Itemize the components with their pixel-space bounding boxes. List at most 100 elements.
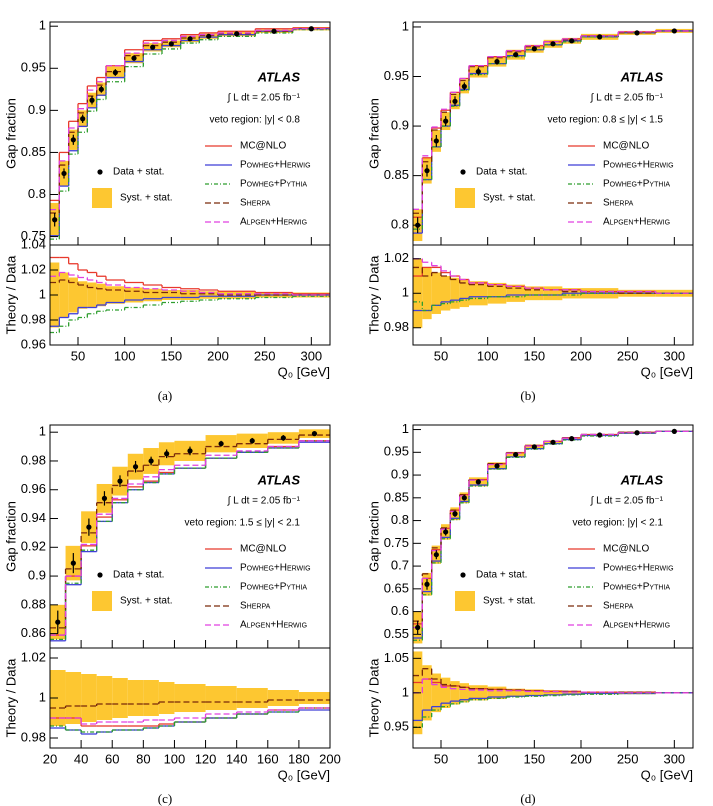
ratio-band	[562, 690, 581, 695]
ratio-band	[422, 665, 432, 721]
step-riser	[64, 700, 269, 708]
legend-label: Powheg+Pythia	[603, 179, 670, 190]
data-point	[187, 36, 193, 42]
data-point	[461, 495, 467, 501]
ratio-band	[143, 680, 159, 716]
y-tick-label: 1.05	[384, 650, 409, 665]
legend-label: Alpgen+Herwig	[603, 620, 670, 631]
y-tick-label: 0.9	[28, 568, 46, 583]
y-axis-label: Theory / Data	[3, 658, 18, 738]
data-point	[634, 30, 640, 36]
legend-label: Data + stat.	[476, 167, 527, 178]
data-point	[597, 34, 603, 40]
y-tick-label: 1.02	[384, 250, 409, 265]
y-tick-label: 0.6	[391, 603, 409, 618]
step-riser	[80, 708, 300, 724]
legend-marker	[97, 169, 103, 175]
ratio-band	[543, 690, 563, 696]
y-axis-label: Gap fraction	[366, 98, 381, 169]
data-point	[187, 448, 193, 454]
data-point	[569, 436, 575, 442]
y-tick-label: 0.7	[391, 558, 409, 573]
ratio-frame	[412, 647, 694, 749]
y-tick-label: 0.98	[21, 729, 46, 744]
ratio-band	[236, 688, 268, 708]
data-point	[531, 46, 537, 52]
ratio-band	[469, 281, 488, 306]
ratio-band	[68, 277, 78, 313]
y-tick-label: 0.8	[391, 217, 409, 232]
y-tick-label: 1	[39, 18, 46, 33]
data-point	[433, 138, 439, 144]
data-point	[132, 464, 139, 470]
x-tick-label: 60	[105, 751, 119, 766]
atlas-label: ATLAS	[620, 69, 664, 84]
y-tick-label: 0.95	[384, 444, 409, 459]
step-riser	[64, 440, 300, 636]
data-point	[61, 170, 67, 177]
data-point	[131, 55, 137, 61]
x-tick-label: 300	[300, 348, 322, 363]
data-point	[531, 444, 537, 450]
ratio-band	[441, 677, 451, 708]
x-tick-label: 150	[523, 348, 545, 363]
y-tick-label: 0.86	[21, 625, 46, 640]
main-frame	[49, 21, 331, 246]
region-label: veto region: 0.8 ≤ |y| < 1.5	[548, 115, 664, 126]
legend-marker	[460, 169, 466, 175]
x-tick-label: 150	[160, 348, 182, 363]
y-axis-label: Gap fraction	[366, 501, 381, 572]
ratio-band	[59, 272, 69, 318]
lumi-label: ∫ L dt = 2.05 fb⁻¹	[227, 93, 301, 104]
data-point	[513, 52, 519, 58]
legend-label: Sherpa	[240, 198, 271, 209]
ratio-band	[174, 684, 206, 712]
x-tick-label: 50	[434, 348, 448, 363]
y-tick-label: 0.9	[391, 466, 409, 481]
x-axis-label: Q₀ [GeV]	[641, 364, 693, 379]
ratio-frame	[412, 244, 694, 346]
data-point	[452, 98, 458, 104]
y-tick-label: 0.8	[391, 512, 409, 527]
y-tick-label: 0.98	[21, 452, 46, 467]
legend-label: Syst. + stat.	[120, 193, 173, 204]
y-axis-label: Theory / Data	[366, 255, 381, 335]
step-riser	[58, 296, 294, 333]
x-tick-label: 50	[434, 751, 448, 766]
caption: (c)	[158, 791, 172, 806]
step-riser	[68, 257, 294, 294]
x-tick-label: 160	[257, 751, 279, 766]
y-tick-label: 0.8	[28, 186, 46, 201]
data-point	[86, 524, 92, 530]
y-tick-label: 0.95	[21, 60, 46, 75]
ratio-band	[450, 681, 460, 705]
data-point	[234, 31, 240, 37]
ratio-band	[422, 267, 432, 320]
x-tick-label: 300	[663, 751, 685, 766]
y-axis-label: Gap fraction	[3, 98, 18, 169]
ratio-band	[459, 279, 469, 308]
legend-label: MC@NLO	[240, 141, 286, 152]
x-tick-label: 250	[254, 348, 276, 363]
y-tick-label: 0.98	[384, 319, 409, 334]
y-tick-label: 0.75	[21, 228, 46, 243]
y-tick-label: 0.88	[21, 596, 46, 611]
data-point	[494, 59, 500, 65]
data-point	[308, 26, 314, 32]
data-point	[271, 28, 277, 34]
legend-label: Powheg+Herwig	[240, 160, 311, 171]
x-tick-label: 80	[136, 751, 150, 766]
y-tick-label: 1	[402, 684, 409, 699]
ratio-band	[112, 678, 128, 718]
ratio-band	[78, 281, 88, 309]
x-tick-label: 20	[43, 751, 57, 766]
legend-label: MC@NLO	[240, 544, 286, 555]
y-tick-label: 0.94	[21, 510, 46, 525]
data-point	[249, 438, 255, 444]
region-label: veto region: 1.5 ≤ |y| < 2.1	[185, 518, 301, 529]
x-tick-label: 140	[226, 751, 248, 766]
step-riser	[421, 267, 619, 294]
ratio-band	[65, 672, 82, 724]
y-tick-label: 1.02	[21, 649, 46, 664]
step-riser	[58, 28, 294, 210]
